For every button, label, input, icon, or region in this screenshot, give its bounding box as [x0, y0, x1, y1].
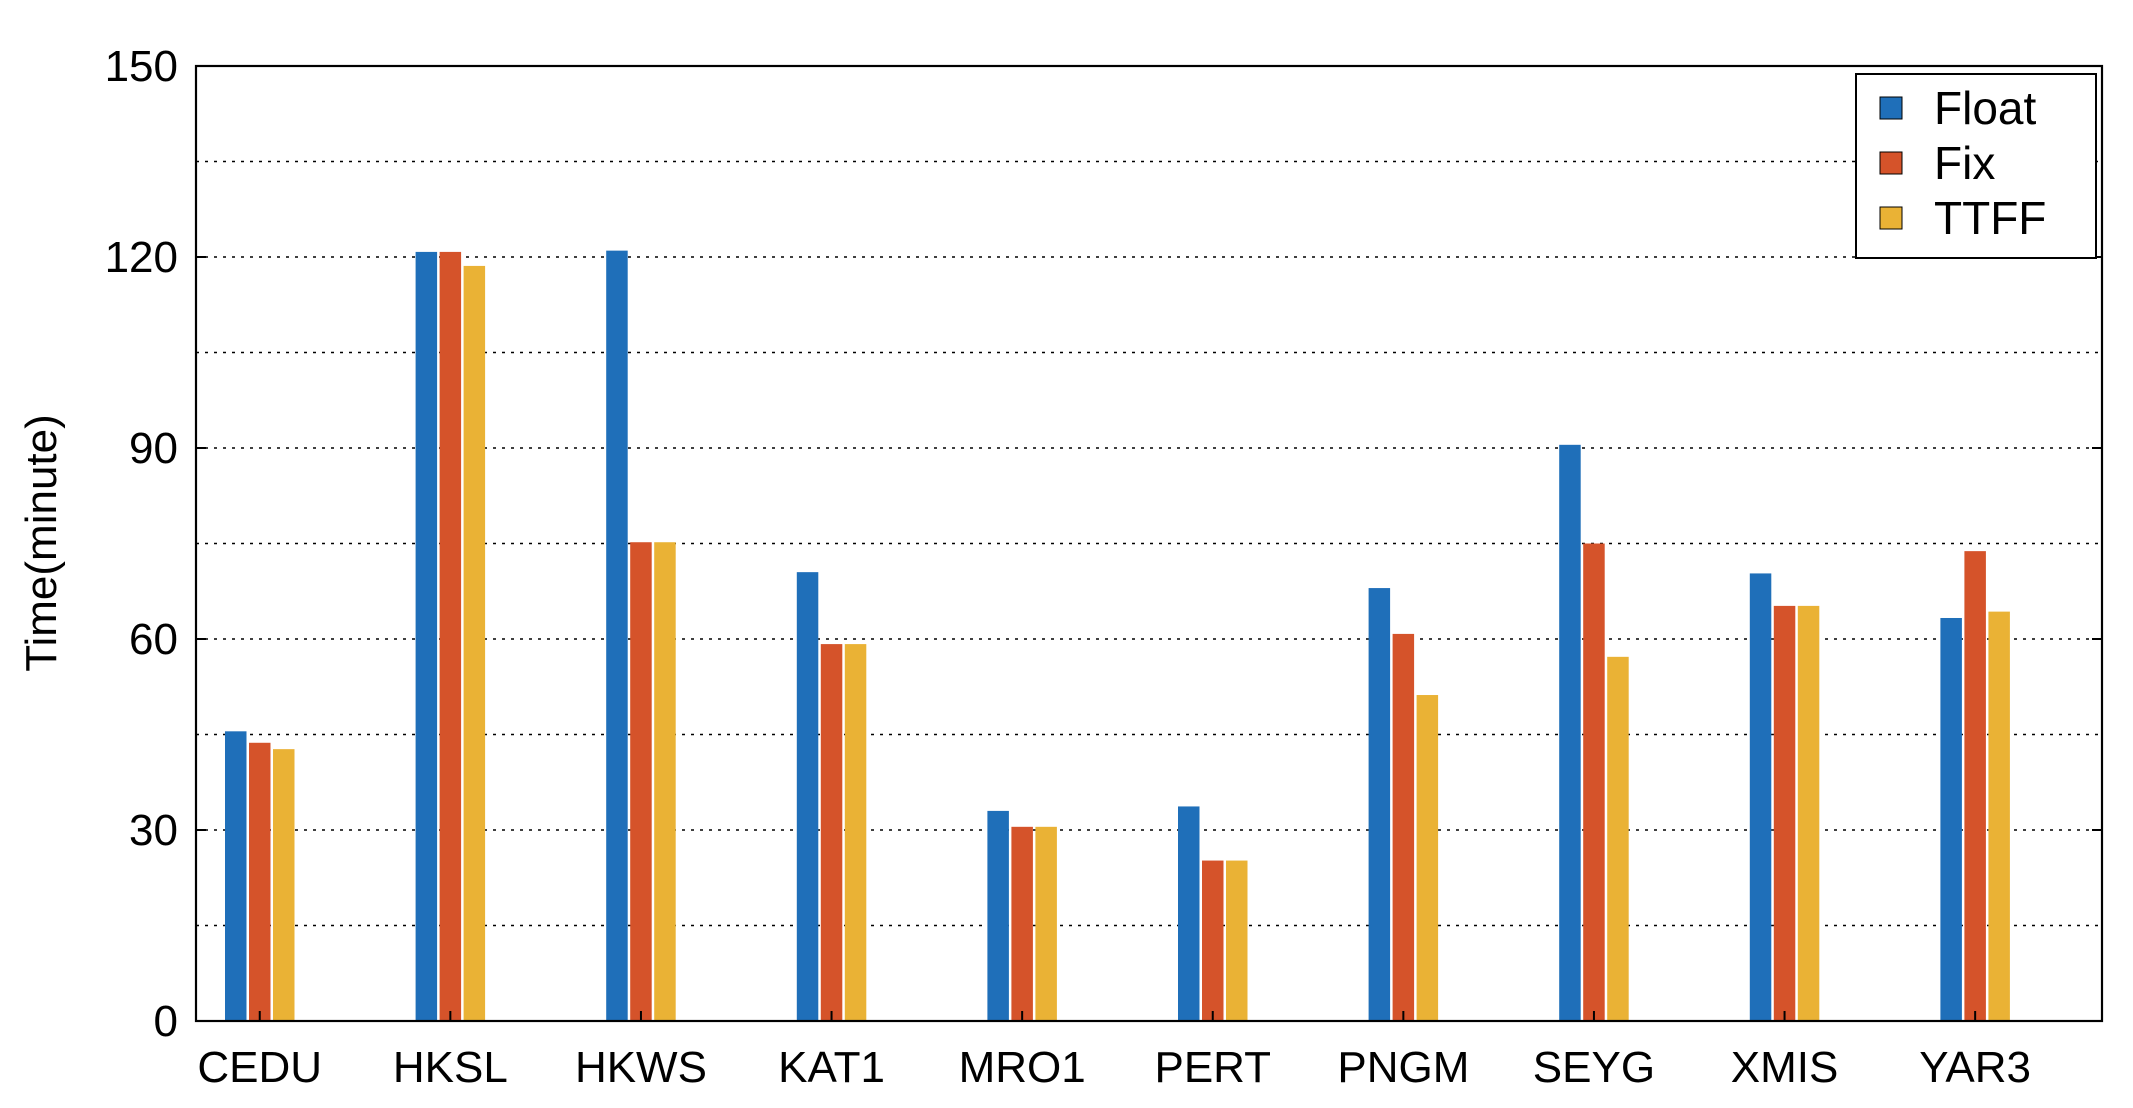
bar-ttff-pngm [1416, 695, 1439, 1021]
legend-swatch-ttff [1879, 206, 1903, 230]
bar-ttff-mro1 [1035, 826, 1057, 1021]
x-tick-label: PERT [1154, 1043, 1271, 1092]
y-tick-label: 60 [129, 615, 178, 664]
y-axis: 0 30 60 90 120 150 [105, 42, 2102, 1046]
legend-label-float: Float [1934, 82, 2036, 134]
y-tick-label: 150 [105, 42, 178, 91]
bar-float-pert [1178, 806, 1200, 1021]
x-tick-label: KAT1 [778, 1043, 885, 1092]
x-tick-label: YAR3 [1919, 1043, 2031, 1092]
bar-fix-pngm [1392, 633, 1415, 1021]
bar-ttff-cedu [273, 749, 295, 1021]
bar-fix-kat1 [820, 644, 843, 1021]
bar-ttff-hkws [654, 542, 676, 1021]
bar-float-xmis [1749, 573, 1772, 1021]
bar-ttff-seyg [1607, 656, 1629, 1021]
bar-float-seyg [1559, 444, 1581, 1022]
bar-ttff-pert [1226, 860, 1248, 1021]
bar-float-yar3 [1940, 617, 1962, 1021]
bar-ttff-xmis [1797, 605, 1820, 1021]
bar-fix-xmis [1773, 605, 1796, 1021]
bar-float-pngm [1368, 588, 1391, 1021]
bar-float-hkws [606, 250, 628, 1022]
legend-swatch-float [1879, 96, 1903, 120]
bar-float-mro1 [987, 810, 1009, 1021]
legend-label-ttff: TTFF [1934, 192, 2046, 244]
y-axis-title: Time(minute) [17, 414, 66, 672]
legend-swatch-fix [1879, 151, 1903, 175]
bar-fix-hkws [630, 542, 652, 1021]
x-tick-label: MRO1 [959, 1043, 1086, 1092]
x-tick-label: PNGM [1337, 1043, 1469, 1092]
bar-fix-mro1 [1011, 826, 1033, 1021]
bar-float-hksl [415, 251, 438, 1021]
bar-ttff-yar3 [1988, 611, 2010, 1021]
bar-fix-pert [1202, 860, 1224, 1021]
x-tick-label: CEDU [197, 1043, 322, 1092]
bar-ttff-kat1 [844, 644, 867, 1021]
x-tick-label: XMIS [1731, 1043, 1839, 1092]
bar-ttff-hksl [463, 265, 486, 1021]
bars [225, 250, 2010, 1022]
x-tick-label: HKWS [575, 1043, 707, 1092]
gridlines [196, 160, 2102, 927]
bar-fix-seyg [1583, 543, 1605, 1021]
y-tick-label: 0 [154, 997, 178, 1046]
bar-float-kat1 [796, 572, 819, 1021]
legend-label-fix: Fix [1934, 137, 1995, 189]
y-tick-label: 120 [105, 233, 178, 282]
bar-float-cedu [225, 731, 247, 1021]
x-tick-label: SEYG [1533, 1043, 1655, 1092]
y-tick-label: 90 [129, 424, 178, 473]
x-axis: CEDU HKSL HKWS KAT1 MRO1 PERT PNGM SEYG XMIS YAR3 [197, 1011, 2031, 1092]
y-tick-label: 30 [129, 806, 178, 855]
bar-fix-cedu [249, 742, 271, 1021]
x-tick-label: HKSL [393, 1043, 508, 1092]
plot-frame [194, 64, 2104, 1023]
bar-fix-yar3 [1964, 551, 1986, 1021]
bar-fix-hksl [439, 251, 462, 1021]
